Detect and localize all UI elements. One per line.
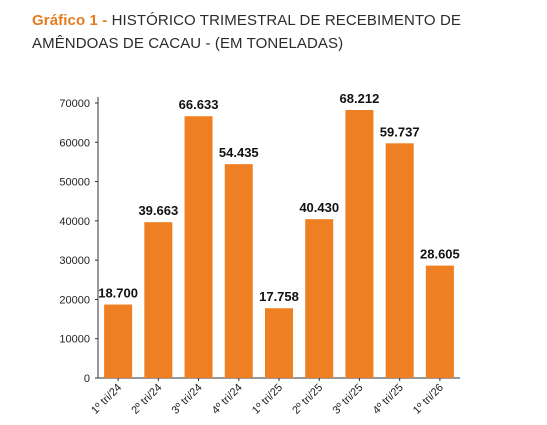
x-category-label: 1º tri/24 [89, 382, 124, 417]
x-category-label: 3º tri/24 [170, 382, 205, 417]
y-tick-label: 10000 [59, 334, 90, 346]
y-tick-label: 0 [84, 373, 90, 385]
bar-value-label: 39.663 [138, 203, 178, 218]
bar [144, 222, 173, 378]
x-category-label: 3º tri/25 [330, 382, 365, 417]
bar-value-label: 54.435 [219, 145, 259, 160]
bar [184, 116, 213, 378]
y-tick-label: 70000 [59, 98, 90, 110]
x-category-label: 2º tri/25 [290, 382, 325, 417]
bar-value-label: 17.758 [259, 289, 299, 304]
bar [385, 143, 414, 378]
bar [305, 219, 334, 378]
bar [425, 265, 454, 378]
y-tick-label: 60000 [59, 137, 90, 149]
chart-title: Gráfico 1 - HISTÓRICO TRIMESTRAL DE RECE… [32, 9, 537, 55]
bar [224, 164, 253, 378]
x-category-label: 4º tri/25 [371, 382, 406, 417]
chart-title-text: HISTÓRICO TRIMESTRAL DE RECEBIMENTO DE A… [32, 12, 461, 52]
bar-value-label: 40.430 [299, 200, 339, 215]
y-tick-label: 40000 [59, 216, 90, 228]
bar-value-label: 59.737 [380, 124, 420, 139]
bar-value-label: 68.212 [340, 91, 380, 106]
y-tick-label: 30000 [59, 255, 90, 267]
y-tick-label: 20000 [59, 294, 90, 306]
bar-value-label: 66.633 [179, 97, 219, 112]
x-category-label: 2º tri/24 [129, 382, 164, 417]
chart-title-prefix: Gráfico 1 - [32, 12, 108, 29]
x-category-label: 4º tri/24 [210, 382, 245, 417]
x-category-label: 1º tri/26 [411, 382, 446, 417]
bar [345, 110, 374, 378]
y-tick-label: 50000 [59, 177, 90, 189]
bar [265, 308, 293, 378]
bar-value-label: 18.700 [98, 286, 138, 301]
bar-value-label: 28.605 [420, 247, 460, 262]
x-category-label: 1º tri/25 [250, 382, 285, 417]
bar [104, 304, 133, 378]
